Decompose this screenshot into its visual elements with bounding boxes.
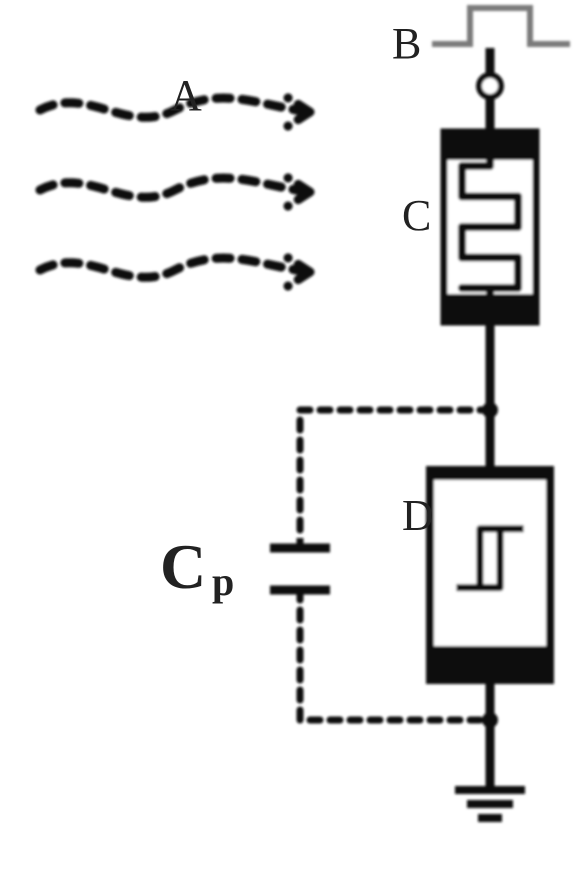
label-cp-sub: p	[212, 558, 234, 605]
label-d: D	[402, 490, 434, 541]
label-a: A	[170, 70, 202, 121]
label-cp: C	[160, 530, 206, 604]
label-b: B	[392, 18, 421, 69]
terminal-node	[479, 75, 501, 97]
radiation-wave	[40, 258, 310, 277]
component-c-cap	[444, 294, 536, 322]
label-c: C	[402, 190, 431, 241]
radiation-wave	[40, 178, 310, 197]
component-d-cap	[430, 646, 550, 680]
component-d-cap	[430, 470, 550, 480]
pulse-icon	[432, 8, 570, 44]
circuit-diagram	[0, 0, 586, 875]
component-c-cap	[444, 132, 536, 160]
